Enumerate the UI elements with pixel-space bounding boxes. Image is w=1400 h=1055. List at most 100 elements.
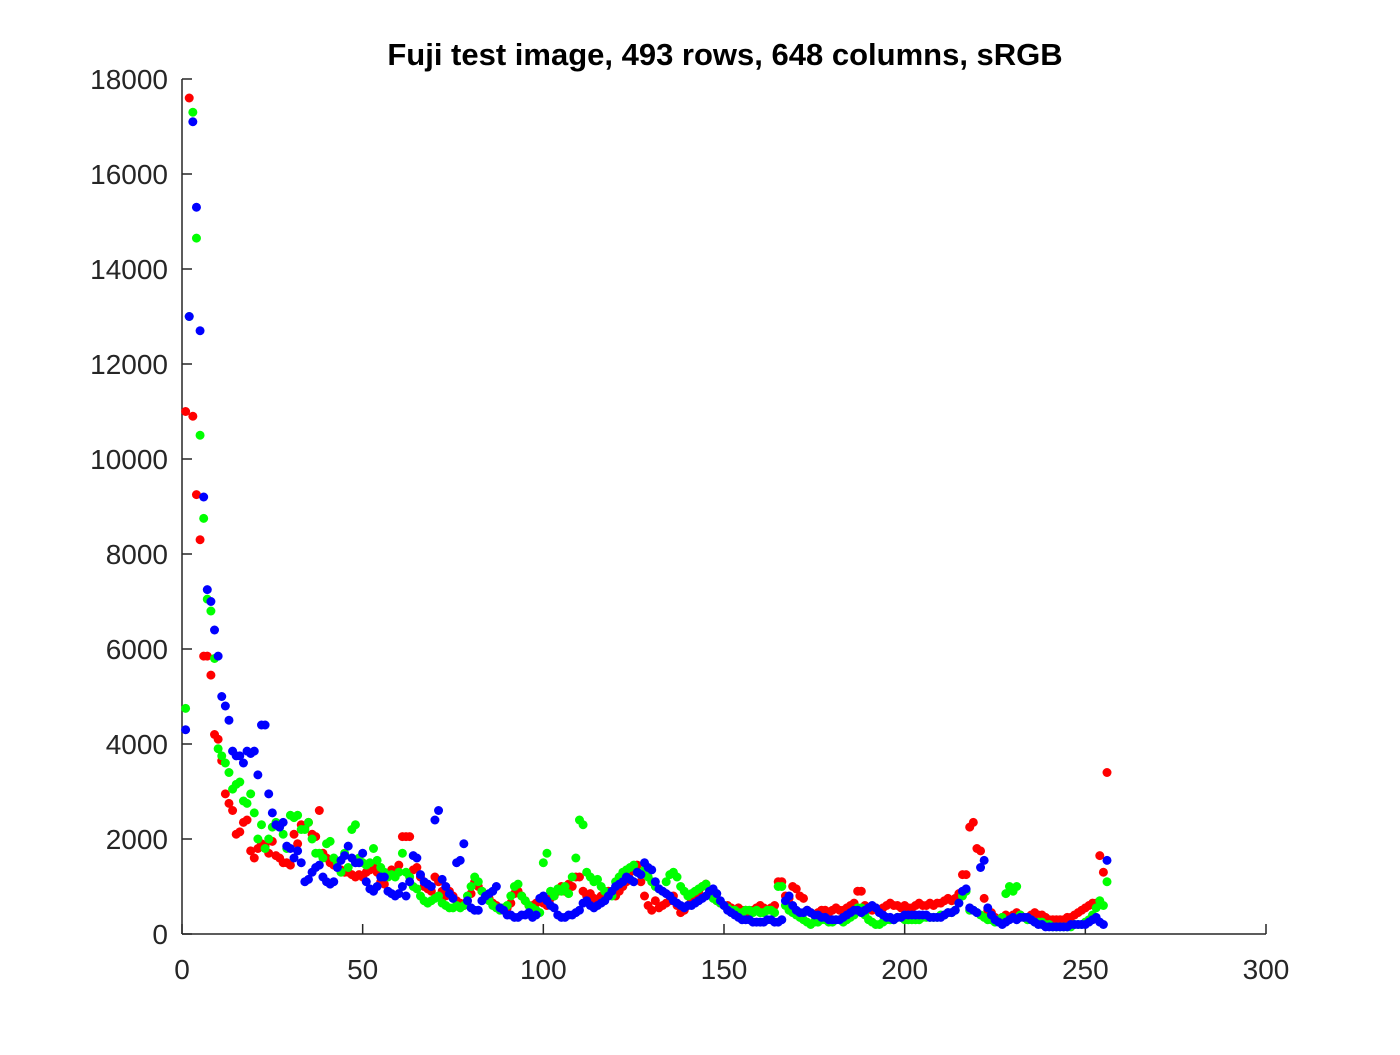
point	[549, 891, 559, 901]
point	[358, 848, 368, 858]
point	[264, 789, 274, 799]
point	[1102, 768, 1112, 777]
point	[235, 777, 245, 787]
point	[574, 905, 584, 915]
point	[798, 893, 808, 903]
point	[791, 884, 801, 894]
point	[459, 839, 469, 849]
point	[1012, 882, 1022, 891]
point	[188, 107, 198, 117]
point	[195, 430, 205, 440]
y-tick-label: 18000	[90, 64, 168, 95]
point	[412, 884, 422, 894]
point	[426, 882, 436, 891]
point	[246, 846, 256, 856]
point	[210, 625, 220, 635]
point	[191, 233, 201, 243]
point	[202, 585, 212, 595]
x-tick-label: 300	[1243, 954, 1290, 985]
point	[976, 846, 986, 856]
point	[191, 490, 201, 500]
point	[462, 896, 472, 906]
x-tick-label: 100	[520, 954, 567, 985]
point	[296, 858, 306, 868]
point	[224, 768, 234, 777]
point	[372, 882, 382, 891]
y-tick-label: 6000	[106, 634, 168, 665]
point	[206, 606, 216, 616]
point	[466, 882, 476, 891]
point	[401, 891, 411, 901]
point	[289, 853, 299, 863]
point	[303, 817, 313, 827]
point	[513, 879, 523, 889]
point	[538, 858, 548, 868]
point	[379, 872, 389, 882]
point	[647, 865, 657, 875]
point	[473, 905, 483, 915]
point	[777, 882, 787, 891]
point	[206, 670, 216, 680]
point	[314, 860, 324, 870]
point	[285, 860, 295, 870]
point	[213, 734, 223, 744]
point	[195, 326, 205, 336]
point	[249, 808, 259, 818]
point	[397, 848, 407, 858]
point	[303, 874, 313, 884]
point	[542, 848, 552, 858]
point	[636, 870, 646, 880]
point	[191, 202, 201, 212]
point	[249, 853, 259, 863]
point	[293, 839, 303, 849]
point	[372, 855, 382, 865]
point	[640, 891, 650, 901]
chart-title: Fuji test image, 493 rows, 648 columns, …	[387, 37, 1062, 72]
point	[394, 889, 404, 899]
point	[289, 829, 299, 839]
point	[242, 798, 252, 808]
point	[672, 872, 682, 882]
point	[434, 891, 444, 901]
point	[397, 882, 407, 891]
point	[950, 905, 960, 915]
point	[242, 815, 252, 825]
point	[571, 853, 581, 863]
point	[701, 879, 711, 889]
point	[578, 820, 588, 830]
point	[278, 829, 288, 839]
point	[661, 877, 671, 887]
point	[184, 312, 194, 321]
point	[228, 806, 238, 815]
point	[365, 858, 375, 868]
point	[329, 877, 339, 887]
point	[256, 820, 266, 830]
point	[235, 827, 245, 837]
point	[278, 817, 288, 827]
point	[217, 751, 227, 761]
point	[473, 877, 483, 887]
point	[506, 891, 516, 901]
point	[300, 825, 310, 834]
point	[1095, 851, 1105, 861]
point	[224, 798, 234, 808]
point	[220, 789, 230, 799]
point	[188, 117, 198, 127]
y-tick-label: 2000	[106, 824, 168, 855]
point	[184, 93, 194, 103]
point	[213, 651, 223, 661]
point	[293, 846, 303, 856]
y-tick-label: 0	[152, 919, 168, 950]
point	[650, 877, 660, 887]
y-tick-label: 12000	[90, 349, 168, 380]
point	[415, 870, 425, 880]
point	[379, 879, 389, 889]
point	[220, 701, 230, 711]
point	[976, 863, 986, 872]
point	[455, 855, 465, 865]
x-tick-label: 150	[701, 954, 748, 985]
point	[369, 844, 379, 853]
point	[181, 703, 191, 713]
point	[1001, 889, 1011, 899]
